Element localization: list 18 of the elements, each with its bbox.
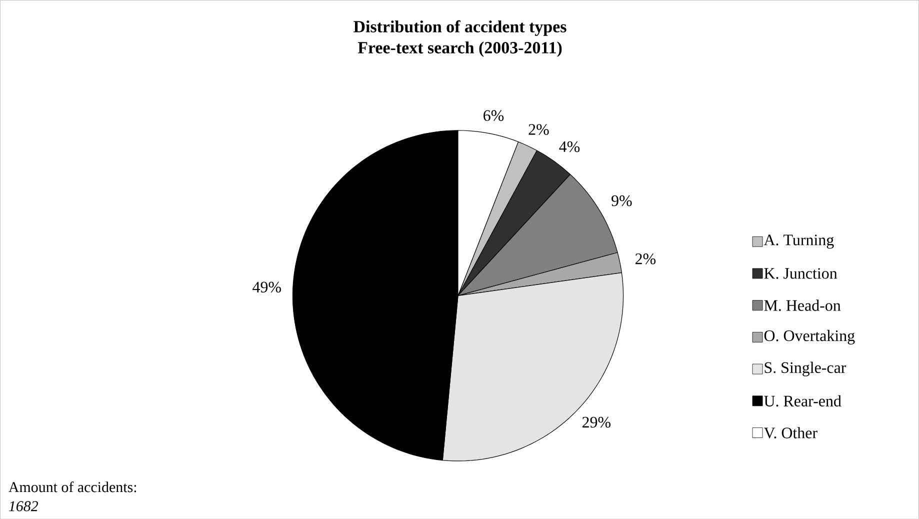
legend-label: V. Other [764,426,818,438]
legend-label: U. Rear-end [764,395,842,406]
data-label: 4% [559,141,580,152]
legend-label: A. Turning [764,234,834,248]
data-label: 2% [636,253,656,264]
data-label: 6% [484,110,504,121]
legend-label: O. Overtaking [764,330,855,344]
legend-label: K. Junction [764,268,838,279]
data-label: 29% [582,416,611,428]
chart-subtitle: Free-text search (2003-2011) [358,41,562,57]
legend-label: S. Single-car [764,362,846,376]
legend-label: M. Head-on [764,300,841,311]
text: Amount of accidents: [8,481,136,492]
text: 1682 [8,500,38,512]
data-label: 9% [612,195,632,206]
chart-title: Distribution of accident types [354,20,566,36]
data-label: 2% [528,124,549,135]
data-label: 49% [252,282,281,292]
